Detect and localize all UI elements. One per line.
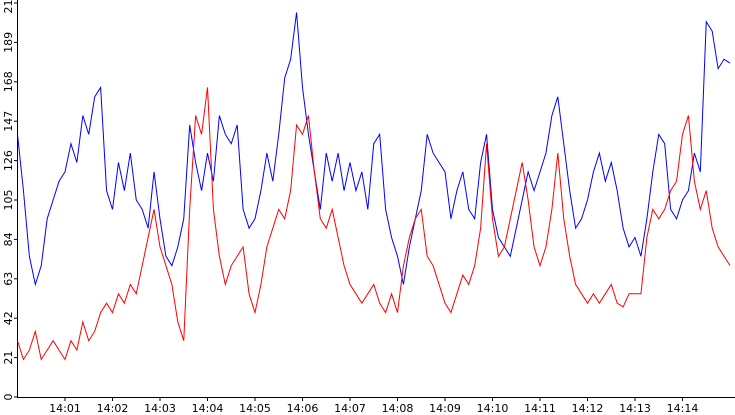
series-line <box>17 87 731 361</box>
y-tick-label: 63 <box>2 272 15 286</box>
x-tick-label: 14:05 <box>239 402 271 415</box>
x-tick-label: 14:10 <box>477 402 509 415</box>
y-tick-label: 210 <box>2 0 15 14</box>
series-line <box>17 12 731 287</box>
y-tick-label: 0 <box>2 394 15 401</box>
x-tick-label: 14:12 <box>572 402 604 415</box>
x-tick-label: 14:14 <box>667 402 699 415</box>
x-tick-label: 14:03 <box>144 402 176 415</box>
y-tick-label: 84 <box>2 232 15 246</box>
x-tick-label: 14:11 <box>524 402 556 415</box>
y-tick-label: 42 <box>2 311 15 325</box>
x-tick-label: 14:09 <box>429 402 461 415</box>
x-tick-label: 14:07 <box>334 402 366 415</box>
y-tick-label: 21 <box>2 351 15 365</box>
x-tick-label: 14:13 <box>619 402 651 415</box>
y-tick-label: 126 <box>2 150 15 171</box>
x-tick-label: 14:08 <box>382 402 414 415</box>
y-tick-label: 168 <box>2 71 15 92</box>
x-tick-label: 14:01 <box>49 402 81 415</box>
y-tick-label: 105 <box>2 190 15 211</box>
x-tick-label: 14:06 <box>287 402 319 415</box>
y-tick-label: 189 <box>2 32 15 53</box>
x-tick-label: 14:02 <box>97 402 129 415</box>
x-tick-label: 14:04 <box>192 402 224 415</box>
y-tick-label: 147 <box>2 111 15 132</box>
